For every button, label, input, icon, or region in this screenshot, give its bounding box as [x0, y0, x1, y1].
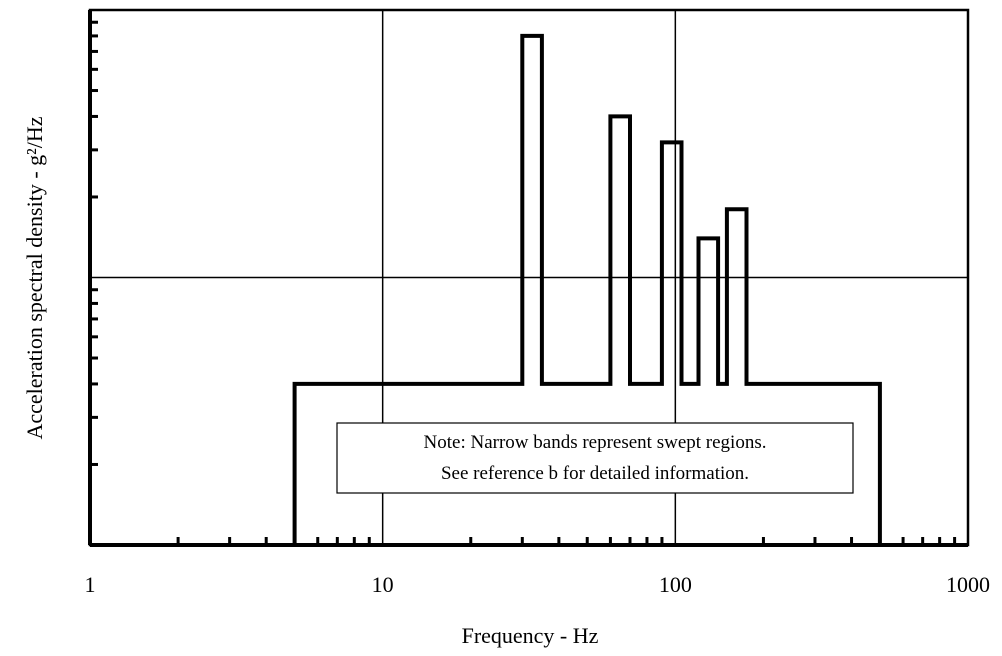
series-line-0	[292, 33, 882, 545]
note-box: Note: Narrow bands represent swept regio…	[336, 422, 854, 494]
x-axis-title: Frequency - Hz	[462, 623, 599, 648]
note-line-2: See reference b for detailed information…	[441, 463, 749, 484]
x-tick-label: 1000	[946, 572, 990, 597]
note-line-1: Note: Narrow bands represent swept regio…	[424, 432, 767, 453]
x-tick-label: 100	[659, 572, 692, 597]
y-axis-title: Acceleration spectral density - g²/Hz	[22, 116, 47, 439]
x-tick-label: 10	[372, 572, 394, 597]
x-tick-label: 1	[85, 572, 96, 597]
x-tick-labels: 1 10 100 1000	[85, 572, 991, 597]
note-box-border	[336, 422, 854, 494]
series-layer	[292, 33, 882, 545]
